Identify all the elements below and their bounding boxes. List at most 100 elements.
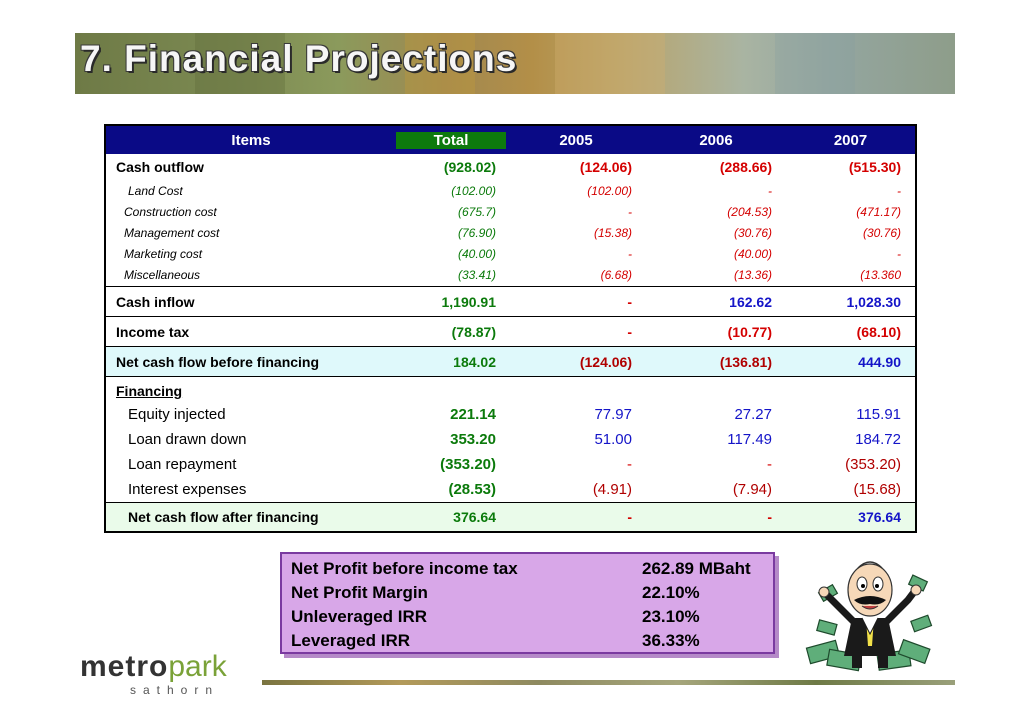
table-header: Items Total 2005 2006 2007	[106, 126, 915, 154]
summary-label: Unleveraged IRR	[291, 607, 428, 626]
cell-total: (78.87)	[451, 323, 496, 340]
cell-2007: -	[897, 183, 901, 198]
cell-2005: (124.06)	[579, 159, 632, 175]
table-row: Management cost (76.90) (15.38) (30.76) …	[106, 222, 915, 243]
cell-2005: (124.06)	[579, 353, 632, 370]
cell-2007: -	[897, 246, 901, 261]
cell-total: (28.53)	[448, 481, 496, 498]
table-row: Cash inflow 1,190.91 - 162.62 1,028.30	[106, 286, 915, 316]
cell-2007: 376.64	[858, 509, 901, 525]
row-label: Net cash flow before financing	[116, 353, 320, 370]
cell-total: (102.00)	[451, 183, 496, 198]
table-row: Construction cost (675.7) - (204.53) (47…	[106, 201, 915, 222]
cell-2007: (30.76)	[862, 225, 901, 240]
cell-2005: (4.91)	[592, 481, 632, 498]
logo-park: park	[168, 650, 227, 683]
table-row: Cash outflow (928.02) (124.06) (288.66) …	[106, 154, 915, 180]
cell-2007: 184.72	[855, 431, 901, 448]
cell-total: 221.14	[450, 406, 496, 423]
cell-2007: 444.90	[858, 353, 901, 370]
title-banner	[75, 33, 955, 94]
header-total: Total	[396, 131, 506, 149]
logo-metro: metro	[80, 650, 169, 683]
table-row: Equity injected 221.14 77.97 27.27 115.9…	[106, 402, 915, 427]
header-items: Items	[106, 131, 396, 149]
cell-2007: 115.91	[856, 406, 901, 423]
cell-2006: (30.76)	[733, 225, 772, 240]
cell-total: (40.00)	[457, 246, 496, 261]
cell-total: (928.02)	[443, 159, 496, 175]
cell-2005: 51.00	[594, 431, 632, 448]
summary-value: 36.33%	[642, 631, 700, 650]
summary-value: 23.10%	[642, 607, 700, 626]
row-label: Marketing cost	[124, 246, 203, 261]
cell-2005: -	[627, 293, 632, 310]
cell-2007: 1,028.30	[846, 293, 902, 310]
summary-label: Net Profit Margin	[291, 583, 428, 602]
table-row: Income tax (78.87) - (10.77) (68.10)	[106, 316, 915, 346]
cell-2005: -	[627, 509, 632, 525]
cell-total: 1,190.91	[441, 293, 497, 310]
cell-2007: (471.17)	[856, 204, 901, 219]
row-label: Miscellaneous	[124, 268, 201, 282]
row-label: Equity injected	[128, 406, 226, 423]
header-2005: 2005	[506, 131, 646, 149]
page-title: 7. Financial Projections	[80, 38, 518, 79]
financial-table: Items Total 2005 2006 2007 Cash outflow …	[104, 124, 917, 533]
summary-label: Leveraged IRR	[291, 631, 411, 650]
cell-2006: -	[767, 509, 772, 525]
row-label: Interest expenses	[128, 481, 247, 498]
cell-total: 184.02	[453, 353, 496, 370]
cell-2007: (68.10)	[856, 323, 901, 340]
cell-total: (353.20)	[440, 456, 496, 473]
cell-2006: (288.66)	[719, 159, 772, 175]
table-row: Interest expenses (28.53) (4.91) (7.94) …	[106, 477, 915, 502]
row-label: Net cash flow after financing	[128, 509, 319, 525]
cell-2005: 77.97	[594, 406, 632, 423]
header-2006: 2006	[646, 131, 786, 149]
cell-total: (675.7)	[457, 204, 496, 219]
cell-total: (33.41)	[457, 268, 496, 282]
row-label: Cash outflow	[116, 159, 204, 175]
row-label: Loan drawn down	[128, 431, 247, 448]
cell-2006: (13.36)	[733, 268, 772, 282]
cell-2005: (15.38)	[593, 225, 632, 240]
cell-total: (76.90)	[457, 225, 496, 240]
table-row: Loan drawn down 353.20 51.00 117.49 184.…	[106, 427, 915, 452]
cell-2006: 162.62	[729, 293, 772, 310]
financing-label: Financing	[116, 383, 183, 399]
cell-total: 376.64	[453, 509, 496, 525]
cell-2006: (204.53)	[727, 204, 772, 219]
cell-2005: (102.00)	[587, 183, 632, 198]
table-row: Net cash flow after financing 376.64 - -…	[106, 502, 915, 531]
cell-2005: (6.68)	[600, 268, 632, 282]
header-2007: 2007	[786, 131, 915, 149]
table-row: Loan repayment (353.20) - - (353.20)	[106, 452, 915, 477]
cell-2005: -	[627, 323, 632, 340]
row-label: Cash inflow	[116, 293, 195, 310]
row-label: Income tax	[116, 323, 190, 340]
businessman-money-illustration	[805, 561, 933, 672]
cell-2007: (515.30)	[848, 159, 901, 175]
cell-2006: (7.94)	[732, 481, 772, 498]
logo-sathorn: sathorn	[130, 683, 220, 697]
cell-2006: (10.77)	[727, 323, 772, 340]
summary-value: 262.89 MBaht	[642, 559, 751, 578]
cell-2006: 117.49	[727, 431, 772, 448]
cell-2005: -	[628, 204, 632, 219]
table-row: Land Cost (102.00) (102.00) - -	[106, 180, 915, 201]
summary-box: Net Profit before income tax 262.89 MBah…	[280, 552, 775, 654]
cell-2006: -	[767, 456, 772, 473]
summary-value: 22.10%	[642, 583, 700, 602]
row-label: Construction cost	[124, 204, 217, 219]
cell-2007: (15.68)	[853, 481, 901, 498]
cell-2007: (13.360	[860, 268, 901, 282]
table-row: Net cash flow before financing 184.02 (1…	[106, 346, 915, 376]
cell-2006: (136.81)	[719, 353, 772, 370]
cell-2006: -	[768, 183, 772, 198]
metropark-logo: metropark sathorn	[80, 650, 227, 697]
row-label: Management cost	[124, 225, 220, 240]
cell-2006: (40.00)	[733, 246, 772, 261]
table-row: Miscellaneous (33.41) (6.68) (13.36) (13…	[106, 264, 915, 286]
cell-2006: 27.27	[734, 406, 772, 423]
